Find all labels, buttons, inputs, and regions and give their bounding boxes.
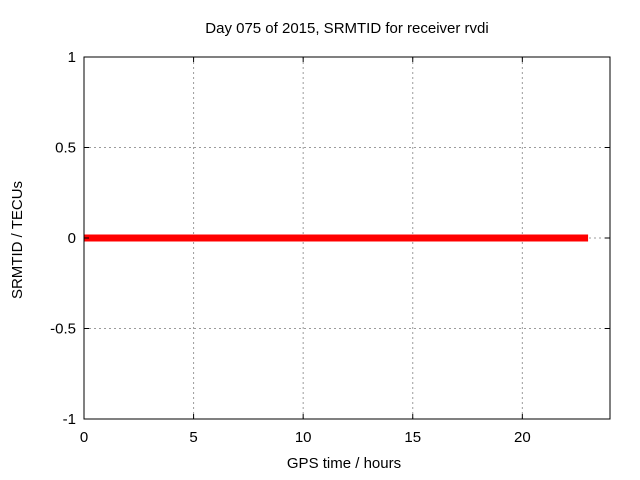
x-tick-label: 0	[80, 429, 88, 446]
chart-title: Day 075 of 2015, SRMTID for receiver rvd…	[205, 20, 488, 37]
x-tick-label: 20	[514, 429, 531, 446]
y-tick-label: -0.5	[50, 321, 76, 338]
y-tick-label: 0	[68, 230, 76, 247]
x-tick-label: 10	[295, 429, 312, 446]
y-axis-label: SRMTID / TECUs	[9, 181, 26, 299]
y-tick-label: 1	[68, 49, 76, 66]
x-tick-label: 5	[189, 429, 197, 446]
y-tick-label: -1	[63, 411, 76, 428]
x-axis-label: GPS time / hours	[287, 455, 401, 472]
plot-area: 0 5 10 15 20 -1 -0.5 0 0.5 1	[50, 49, 611, 446]
y-tick-label: 0.5	[55, 140, 76, 157]
x-tick-label: 15	[404, 429, 421, 446]
